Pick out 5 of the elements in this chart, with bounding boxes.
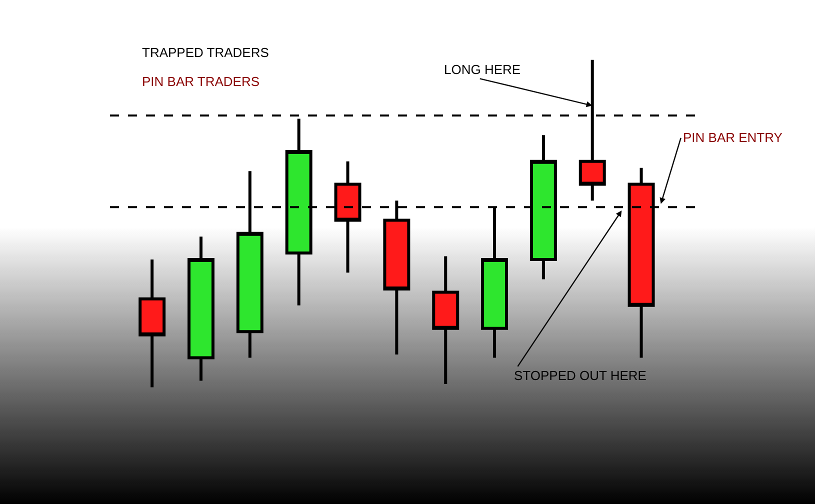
annotation: LONG HERE [444, 62, 521, 77]
annotation: STOPPED OUT HERE [514, 368, 647, 383]
annotation: PIN BAR ENTRY [683, 130, 783, 145]
annotation: PIN BAR TRADERS [142, 74, 260, 89]
annotation: TRAPPED TRADERS [142, 45, 270, 60]
